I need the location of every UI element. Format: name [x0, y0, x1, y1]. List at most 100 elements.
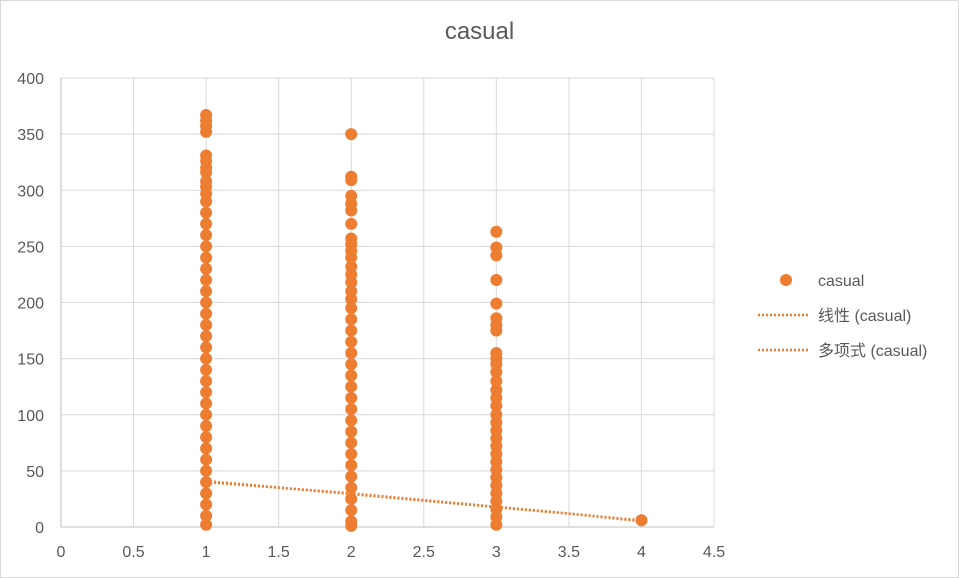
data-point — [200, 217, 213, 230]
data-point — [345, 313, 358, 326]
data-point — [345, 128, 358, 141]
data-point — [200, 274, 213, 287]
y-tick-label: 350 — [17, 127, 44, 144]
data-point — [490, 518, 503, 531]
x-tick-label: 3 — [492, 544, 501, 561]
trendlines — [205, 479, 642, 523]
legend-label: 多项式 (casual) — [818, 342, 927, 360]
data-point — [345, 470, 358, 483]
data-point — [345, 403, 358, 416]
data-point — [200, 285, 213, 298]
data-point — [200, 386, 213, 399]
x-tick-label: 0 — [57, 544, 66, 561]
data-point — [200, 125, 213, 138]
data-point — [200, 408, 213, 421]
data-point — [345, 302, 358, 315]
x-tick-label: 3.5 — [558, 544, 580, 561]
data-point — [345, 492, 358, 505]
legend-label: 线性 (casual) — [818, 307, 911, 325]
data-point — [345, 481, 358, 494]
data-point — [490, 324, 503, 337]
data-point — [345, 276, 358, 289]
data-point — [200, 464, 213, 477]
data-point — [345, 448, 358, 461]
y-tick-label: 250 — [17, 239, 44, 256]
data-point — [200, 251, 213, 264]
data-point — [200, 518, 213, 531]
data-point — [490, 375, 503, 388]
x-tick-label: 4 — [637, 544, 646, 561]
x-tick-label: 0.5 — [122, 544, 144, 561]
data-point — [200, 262, 213, 275]
x-tick-label: 4.5 — [703, 544, 725, 561]
y-tick-label: 400 — [17, 71, 44, 88]
y-tick-label: 300 — [17, 183, 44, 200]
data-point — [200, 431, 213, 444]
data-point — [200, 318, 213, 331]
data-point — [200, 453, 213, 466]
data-point — [200, 419, 213, 432]
y-tick-label: 50 — [26, 464, 44, 481]
tick-labels: 0 50 100 150 200 250 300 350 400 0 0.5 1 1.5 2 2.5 3 3.5… — [17, 71, 725, 561]
y-tick-label: 0 — [35, 520, 44, 537]
data-point — [200, 442, 213, 455]
data-point — [345, 335, 358, 348]
data-point — [635, 514, 648, 527]
data-point — [200, 195, 213, 208]
data-point — [490, 366, 503, 379]
data-point — [345, 204, 358, 217]
y-tick-label: 100 — [17, 408, 44, 425]
data-point — [345, 459, 358, 472]
data-point — [200, 341, 213, 354]
data-point — [345, 293, 358, 306]
data-point — [345, 174, 358, 187]
data-point — [200, 397, 213, 410]
data-point — [345, 425, 358, 438]
data-point — [490, 274, 503, 287]
data-point — [490, 249, 503, 262]
data-point — [345, 380, 358, 393]
legend-marker-scatter — [780, 274, 792, 286]
data-point — [345, 414, 358, 427]
y-tick-label: 200 — [17, 296, 44, 313]
data-point — [345, 251, 358, 264]
legend: casual 线性 (casual) 多项式 (casual) — [758, 273, 927, 360]
trendline-2 — [206, 480, 642, 523]
data-point — [345, 436, 358, 449]
data-point — [200, 296, 213, 309]
data-point — [200, 330, 213, 343]
data-point — [345, 217, 358, 230]
data-point — [345, 324, 358, 337]
x-tick-label: 2.5 — [413, 544, 435, 561]
y-tick-label: 150 — [17, 352, 44, 369]
points — [200, 109, 648, 532]
data-point — [200, 307, 213, 320]
x-tick-label: 1 — [202, 544, 211, 561]
data-point — [200, 487, 213, 500]
data-point — [490, 399, 503, 412]
chart-title: casual — [444, 18, 515, 45]
data-point — [200, 498, 213, 511]
data-point — [200, 476, 213, 489]
data-point — [200, 240, 213, 253]
data-point — [345, 347, 358, 360]
data-point — [490, 225, 503, 238]
axes — [60, 78, 714, 528]
data-point — [200, 363, 213, 376]
data-point — [200, 206, 213, 219]
data-point — [345, 358, 358, 371]
x-tick-label: 1.5 — [268, 544, 290, 561]
data-point — [490, 297, 503, 310]
data-point — [200, 375, 213, 388]
data-point — [200, 229, 213, 242]
data-point — [200, 509, 213, 522]
data-point — [345, 504, 358, 517]
data-point — [345, 391, 358, 404]
data-point — [200, 166, 213, 179]
grid — [61, 77, 715, 527]
data-point — [345, 369, 358, 382]
x-tick-label: 2 — [347, 544, 356, 561]
data-point — [345, 519, 358, 532]
